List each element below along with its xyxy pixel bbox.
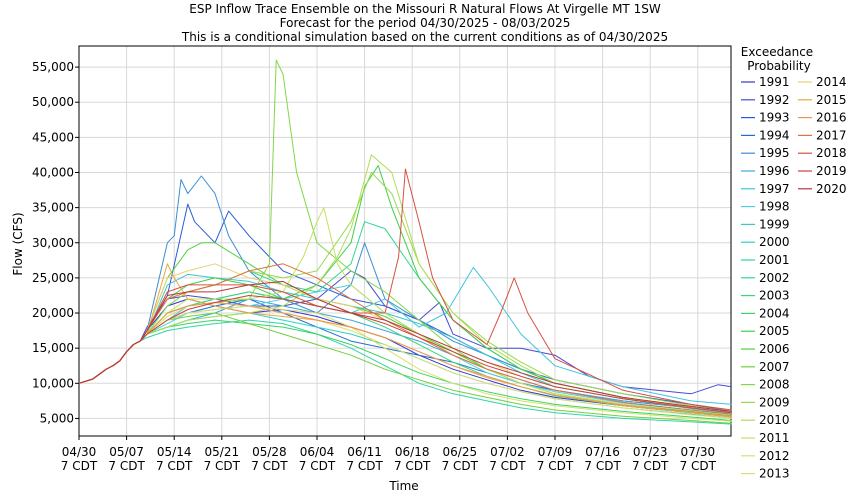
chart-subtitle-period: Forecast for the period 04/30/2025 - 08/… bbox=[280, 16, 571, 30]
x-tick-date: 07/09 bbox=[538, 445, 573, 459]
chart-title: ESP Inflow Trace Ensemble on the Missour… bbox=[189, 2, 661, 16]
x-tick-tz: 7 CDT bbox=[251, 459, 288, 473]
series-line-1993 bbox=[78, 203, 732, 412]
x-tick-tz: 7 CDT bbox=[442, 459, 479, 473]
legend-label-2001: 2001 bbox=[759, 253, 790, 267]
legend-label-2013: 2013 bbox=[759, 467, 790, 481]
x-tick-date: 07/02 bbox=[490, 445, 525, 459]
legend-label-1997: 1997 bbox=[759, 182, 790, 196]
x-tick-date: 05/14 bbox=[157, 445, 192, 459]
y-tick-label: 45,000 bbox=[32, 130, 74, 144]
legend-label-2012: 2012 bbox=[759, 449, 790, 463]
legend-title-line-2: Probability bbox=[747, 59, 810, 73]
y-tick-label: 35,000 bbox=[32, 201, 74, 215]
y-tick-label: 50,000 bbox=[32, 95, 74, 109]
series-line-2017 bbox=[78, 263, 732, 415]
y-tick-label: 15,000 bbox=[32, 341, 74, 355]
y-tick-label: 40,000 bbox=[32, 165, 74, 179]
legend-label-2015: 2015 bbox=[816, 93, 847, 107]
x-tick-date: 07/16 bbox=[585, 445, 620, 459]
x-tick-tz: 7 CDT bbox=[489, 459, 526, 473]
legend-label-1995: 1995 bbox=[759, 146, 790, 160]
legend-label-2009: 2009 bbox=[759, 395, 790, 409]
legend-label-2018: 2018 bbox=[816, 146, 847, 160]
x-tick-date: 04/30 bbox=[62, 445, 97, 459]
legend-label-2007: 2007 bbox=[759, 360, 790, 374]
legend-label-2020: 2020 bbox=[816, 182, 847, 196]
y-tick-label: 20,000 bbox=[32, 306, 74, 320]
legend-label-1992: 1992 bbox=[759, 93, 790, 107]
legend-label-1996: 1996 bbox=[759, 164, 790, 178]
x-tick-tz: 7 CDT bbox=[394, 459, 431, 473]
legend-label-2010: 2010 bbox=[759, 413, 790, 427]
chart-subtitle-conditions: This is a conditional simulation based o… bbox=[181, 30, 668, 44]
series-lines bbox=[78, 59, 732, 425]
x-tick-date: 07/30 bbox=[681, 445, 716, 459]
legend-label-2005: 2005 bbox=[759, 324, 790, 338]
plot-area bbox=[78, 45, 732, 437]
legend-label-2004: 2004 bbox=[759, 306, 790, 320]
x-tick-tz: 7 CDT bbox=[584, 459, 621, 473]
legend-label-1998: 1998 bbox=[759, 200, 790, 214]
legend-label-2003: 2003 bbox=[759, 289, 790, 303]
legend-label-2017: 2017 bbox=[816, 128, 847, 142]
x-tick-date: 06/11 bbox=[347, 445, 382, 459]
y-axis: 5,000 10,000 15,000 20,000 25,000 30,000 35,00… bbox=[32, 60, 79, 425]
series-line-1995 bbox=[78, 175, 732, 414]
series-line-2015 bbox=[78, 263, 732, 418]
y-tick-label: 10,000 bbox=[32, 376, 74, 390]
y-tick-label: 25,000 bbox=[32, 271, 74, 285]
x-tick-date: 07/23 bbox=[633, 445, 668, 459]
legend-title-line-1: Exceedance bbox=[741, 45, 813, 59]
plot-border bbox=[78, 45, 732, 437]
x-tick-tz: 7 CDT bbox=[108, 459, 145, 473]
legend-label-2000: 2000 bbox=[759, 235, 790, 249]
x-tick-date: 06/18 bbox=[395, 445, 430, 459]
series-line-2020 bbox=[78, 280, 732, 412]
y-tick-label: 5,000 bbox=[40, 411, 74, 425]
legend-label-1993: 1993 bbox=[759, 111, 790, 125]
x-tick-date: 06/04 bbox=[300, 445, 335, 459]
legend-label-2008: 2008 bbox=[759, 378, 790, 392]
x-tick-tz: 7 CDT bbox=[204, 459, 241, 473]
legend-label-2014: 2014 bbox=[816, 75, 847, 89]
series-line-2018 bbox=[78, 168, 732, 411]
legend-label-2006: 2006 bbox=[759, 342, 790, 356]
legend-label-1999: 1999 bbox=[759, 217, 790, 231]
x-tick-tz: 7 CDT bbox=[299, 459, 336, 473]
x-tick-date: 05/07 bbox=[109, 445, 144, 459]
legend-label-1991: 1991 bbox=[759, 75, 790, 89]
legend-label-2002: 2002 bbox=[759, 271, 790, 285]
legend-label-2011: 2011 bbox=[759, 431, 790, 445]
x-tick-tz: 7 CDT bbox=[632, 459, 669, 473]
legend-label-1994: 1994 bbox=[759, 128, 790, 142]
x-tick-date: 06/25 bbox=[443, 445, 478, 459]
x-tick-tz: 7 CDT bbox=[156, 459, 193, 473]
series-line-2008 bbox=[78, 59, 732, 418]
x-tick-tz: 7 CDT bbox=[61, 459, 98, 473]
x-tick-tz: 7 CDT bbox=[537, 459, 574, 473]
y-tick-label: 55,000 bbox=[32, 60, 74, 74]
series-line-2014 bbox=[78, 263, 732, 414]
legend-label-2019: 2019 bbox=[816, 164, 847, 178]
y-axis-label: Flow (CFS) bbox=[11, 212, 25, 275]
series-line-2011 bbox=[78, 207, 732, 418]
x-tick-tz: 7 CDT bbox=[346, 459, 383, 473]
x-axis-label: Time bbox=[388, 479, 418, 493]
x-tick-tz: 7 CDT bbox=[680, 459, 717, 473]
series-line-1997 bbox=[78, 266, 732, 405]
x-tick-date: 05/28 bbox=[252, 445, 287, 459]
y-tick-label: 30,000 bbox=[32, 236, 74, 250]
legend: Exceedance Probability 1991 1992 1993 1994 1… bbox=[741, 45, 847, 481]
series-line-2003 bbox=[78, 291, 732, 418]
series-line-2010 bbox=[78, 154, 732, 414]
x-tick-date: 05/21 bbox=[205, 445, 240, 459]
series-line-1998 bbox=[78, 284, 732, 415]
legend-label-2016: 2016 bbox=[816, 111, 847, 125]
